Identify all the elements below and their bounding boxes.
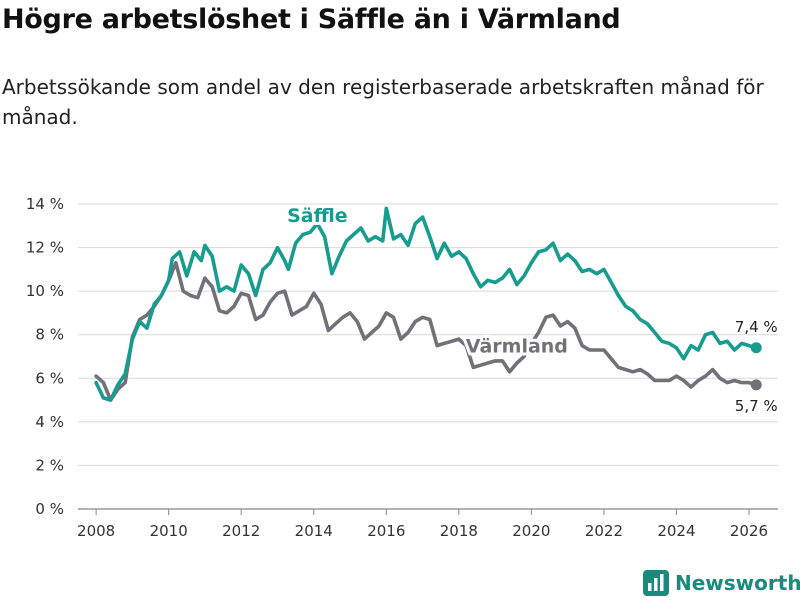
series-name-label-varmland: Värmland [466, 336, 568, 358]
series-name-label-saffle: Säffle [287, 205, 348, 227]
brand-name: Newsworthy [675, 571, 800, 595]
y-tick-label: 12 % [26, 239, 64, 257]
x-tick-label: 2018 [440, 522, 478, 540]
y-tick-label: 8 % [35, 326, 64, 344]
y-tick-label: 0 % [35, 500, 64, 518]
series-layer [94, 206, 762, 402]
y-tick-label: 10 % [26, 282, 64, 300]
series-line-varmland [94, 261, 758, 402]
series-line-saffle [94, 206, 758, 402]
x-tick-label: 2012 [222, 522, 260, 540]
y-tick-label: 6 % [35, 369, 64, 387]
end-value-label-saffle: 7,4 % [735, 318, 778, 336]
newsworthy-logo-icon [643, 570, 669, 596]
x-tick-label: 2008 [77, 522, 115, 540]
y-axis: 0 % 2 % 4 % 6 % 8 % 10 % 12 % 14 % [26, 195, 64, 518]
x-tick-label: 2024 [657, 522, 695, 540]
x-tick-label: 2026 [730, 522, 768, 540]
x-tick-label: 2014 [295, 522, 333, 540]
x-tick-label: 2016 [367, 522, 405, 540]
series-end-dot-varmland [750, 379, 762, 391]
x-tick-label: 2020 [512, 522, 550, 540]
x-tick-label: 2010 [150, 522, 188, 540]
y-tick-label: 4 % [35, 413, 64, 431]
label-layer: 5,7 % 7,4 % Säffle Värmland [284, 202, 778, 415]
end-value-label-varmland: 5,7 % [735, 397, 778, 415]
y-tick-label: 14 % [26, 195, 64, 213]
series-end-dot-saffle [750, 342, 762, 354]
x-tick-label: 2022 [585, 522, 623, 540]
grid-layer [78, 203, 778, 510]
page-title: Högre arbetslöshet i Säffle än i Värmlan… [2, 4, 621, 35]
brand-logo: Newsworthy [643, 568, 800, 598]
page-subtitle: Arbetssökande som andel av den registerb… [2, 75, 764, 129]
x-axis: 2008 2010 2012 2014 2016 2018 2020 2022 2024 2026 [77, 509, 768, 540]
y-tick-label: 2 % [35, 456, 64, 474]
